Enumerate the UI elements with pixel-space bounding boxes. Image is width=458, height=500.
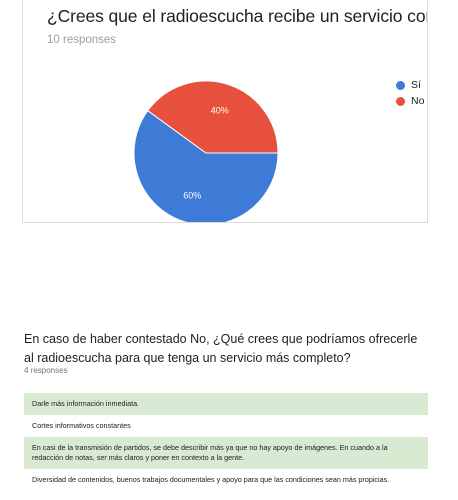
legend-dot-icon xyxy=(396,96,405,106)
response-item: Cortes informativos constantes xyxy=(24,415,428,437)
legend-label: Sí xyxy=(411,79,421,91)
question-1-response-count: 10 responses xyxy=(47,34,117,46)
question-1-title: ¿Crees que el radioescucha recibe un ser… xyxy=(47,6,427,26)
question-1-card: ¿Crees que el radioescucha recibe un ser… xyxy=(22,0,428,223)
response-item: Darle más información inmediata. xyxy=(24,393,428,415)
response-item: Diversidad de contenidos, buenos trabajo… xyxy=(24,469,428,491)
question-2-response-count: 4 responses xyxy=(24,366,68,375)
pie-slice-no[interactable] xyxy=(147,80,279,154)
response-list: Darle más información inmediata. Cortes i… xyxy=(24,393,428,491)
legend-item[interactable]: Sí xyxy=(396,78,424,92)
question-2-title: En caso de haber contestado No, ¿Qué cre… xyxy=(24,332,418,365)
legend-dot-icon xyxy=(396,80,405,90)
response-item: En casi de la transmisión de partidos, s… xyxy=(24,437,428,469)
pie-chart: 60% 40% xyxy=(133,80,279,223)
legend-label: No xyxy=(411,95,425,107)
pie-slice-label: 60% xyxy=(183,190,201,200)
chart-legend: Sí No xyxy=(396,78,424,110)
pie-slice-s-[interactable] xyxy=(133,109,279,223)
pie-slice-label: 40% xyxy=(211,106,229,116)
legend-item[interactable]: No xyxy=(396,94,424,108)
